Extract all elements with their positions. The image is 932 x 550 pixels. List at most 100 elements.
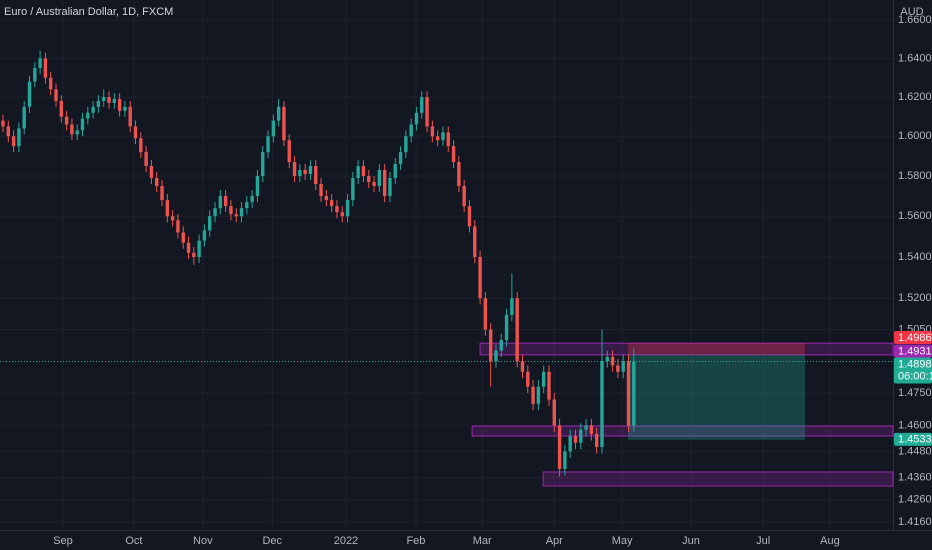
candle-body: [473, 226, 477, 257]
candle-body: [467, 206, 472, 227]
candle-body: [404, 136, 408, 153]
y-tick-label: 1.42600: [898, 494, 932, 506]
candle-body: [86, 112, 90, 119]
candle-body: [594, 434, 599, 448]
price-tag: [894, 432, 932, 446]
candle-body: [59, 100, 64, 117]
candle-body: [504, 314, 509, 341]
x-tick-label: 2022: [334, 535, 358, 547]
candle-body: [393, 164, 397, 179]
y-tick-label: 1.58000: [898, 170, 932, 182]
candle-body: [382, 170, 387, 197]
candle-body: [616, 365, 620, 372]
candle-body: [38, 58, 42, 68]
candle-body: [186, 242, 191, 253]
candle-body: [112, 99, 117, 103]
price-tag-label: 1.48983: [898, 358, 932, 370]
y-tick-label: 1.44800: [898, 445, 932, 457]
candle-body: [314, 166, 318, 185]
candle-body: [139, 138, 143, 153]
candle-body: [605, 356, 609, 362]
candle-body: [149, 166, 154, 179]
candle-body: [234, 214, 238, 217]
candle-body: [526, 371, 530, 387]
candle-body: [483, 298, 488, 330]
candle-body: [308, 166, 313, 175]
candle-body: [192, 252, 196, 257]
candle-body: [276, 106, 281, 121]
price-tag-label: 1.45333: [898, 434, 932, 446]
candle-body: [547, 371, 551, 400]
candle-body: [462, 186, 466, 207]
candle-body: [398, 152, 403, 165]
y-tick-label: 1.60000: [898, 130, 932, 142]
candle-body: [541, 371, 546, 387]
candle-body: [488, 329, 493, 362]
price-tag-label: 1.49862: [898, 332, 932, 344]
candle-body: [356, 166, 360, 179]
candle-body: [64, 116, 69, 125]
candle-body: [287, 140, 291, 163]
candle-body: [165, 200, 170, 217]
candle-body: [117, 99, 122, 111]
candle-body: [202, 230, 207, 241]
candle-body: [49, 77, 53, 90]
candle-body: [520, 361, 525, 372]
candle-body: [345, 200, 350, 217]
candle-body: [478, 256, 482, 299]
candle-body: [176, 220, 180, 233]
zone: [471, 425, 894, 437]
candle-body: [218, 196, 223, 209]
candle-body: [367, 176, 371, 183]
countdown: 06:00:12: [898, 370, 932, 382]
candle-body: [568, 436, 572, 452]
price-tag: [894, 330, 932, 344]
candle-body: [388, 178, 392, 197]
candle-body: [271, 120, 276, 137]
y-tick-label: 1.46000: [898, 419, 932, 431]
y-tick-label: 1.62000: [898, 91, 932, 103]
candle-body: [441, 132, 445, 141]
candle-body: [70, 124, 74, 135]
x-tick-label: Jul: [756, 535, 770, 547]
x-tick-label: May: [612, 535, 633, 547]
y-tick-label: 1.41600: [898, 516, 932, 528]
candle-body: [632, 361, 636, 426]
candle-body: [96, 100, 101, 107]
candle-body: [425, 97, 429, 127]
candle-body: [102, 97, 106, 101]
candle-body: [420, 97, 424, 113]
candle-body: [282, 106, 286, 141]
candle-body: [499, 340, 503, 351]
candle-body: [340, 212, 344, 217]
candle-body: [250, 196, 254, 203]
candle-body: [409, 124, 413, 137]
zone: [542, 471, 894, 487]
candle-body: [515, 298, 519, 362]
x-tick-label: Mar: [473, 535, 492, 547]
x-tick-label: Aug: [820, 535, 840, 547]
candle-body: [319, 184, 323, 197]
x-tick-label: Apr: [546, 535, 563, 547]
candle-body: [451, 146, 456, 163]
candle-body: [197, 240, 201, 257]
candle-body: [557, 425, 562, 469]
y-tick-label: 1.66000: [898, 14, 932, 26]
candle-body: [75, 130, 79, 135]
candle-body: [239, 208, 244, 217]
grid: [0, 0, 893, 530]
candle-body: [27, 81, 32, 107]
candle-body: [245, 202, 249, 209]
candle-body: [160, 186, 164, 201]
candle-body: [6, 126, 11, 137]
candle-body: [536, 386, 541, 404]
zone: [479, 342, 894, 356]
candle-body: [170, 216, 175, 221]
y-tick-label: 1.54000: [898, 251, 932, 263]
x-tick-label: Dec: [262, 535, 282, 547]
y-tick-label: 1.43600: [898, 472, 932, 484]
candle-body: [531, 386, 535, 404]
candle-body: [11, 136, 16, 147]
candle-body: [208, 216, 212, 231]
